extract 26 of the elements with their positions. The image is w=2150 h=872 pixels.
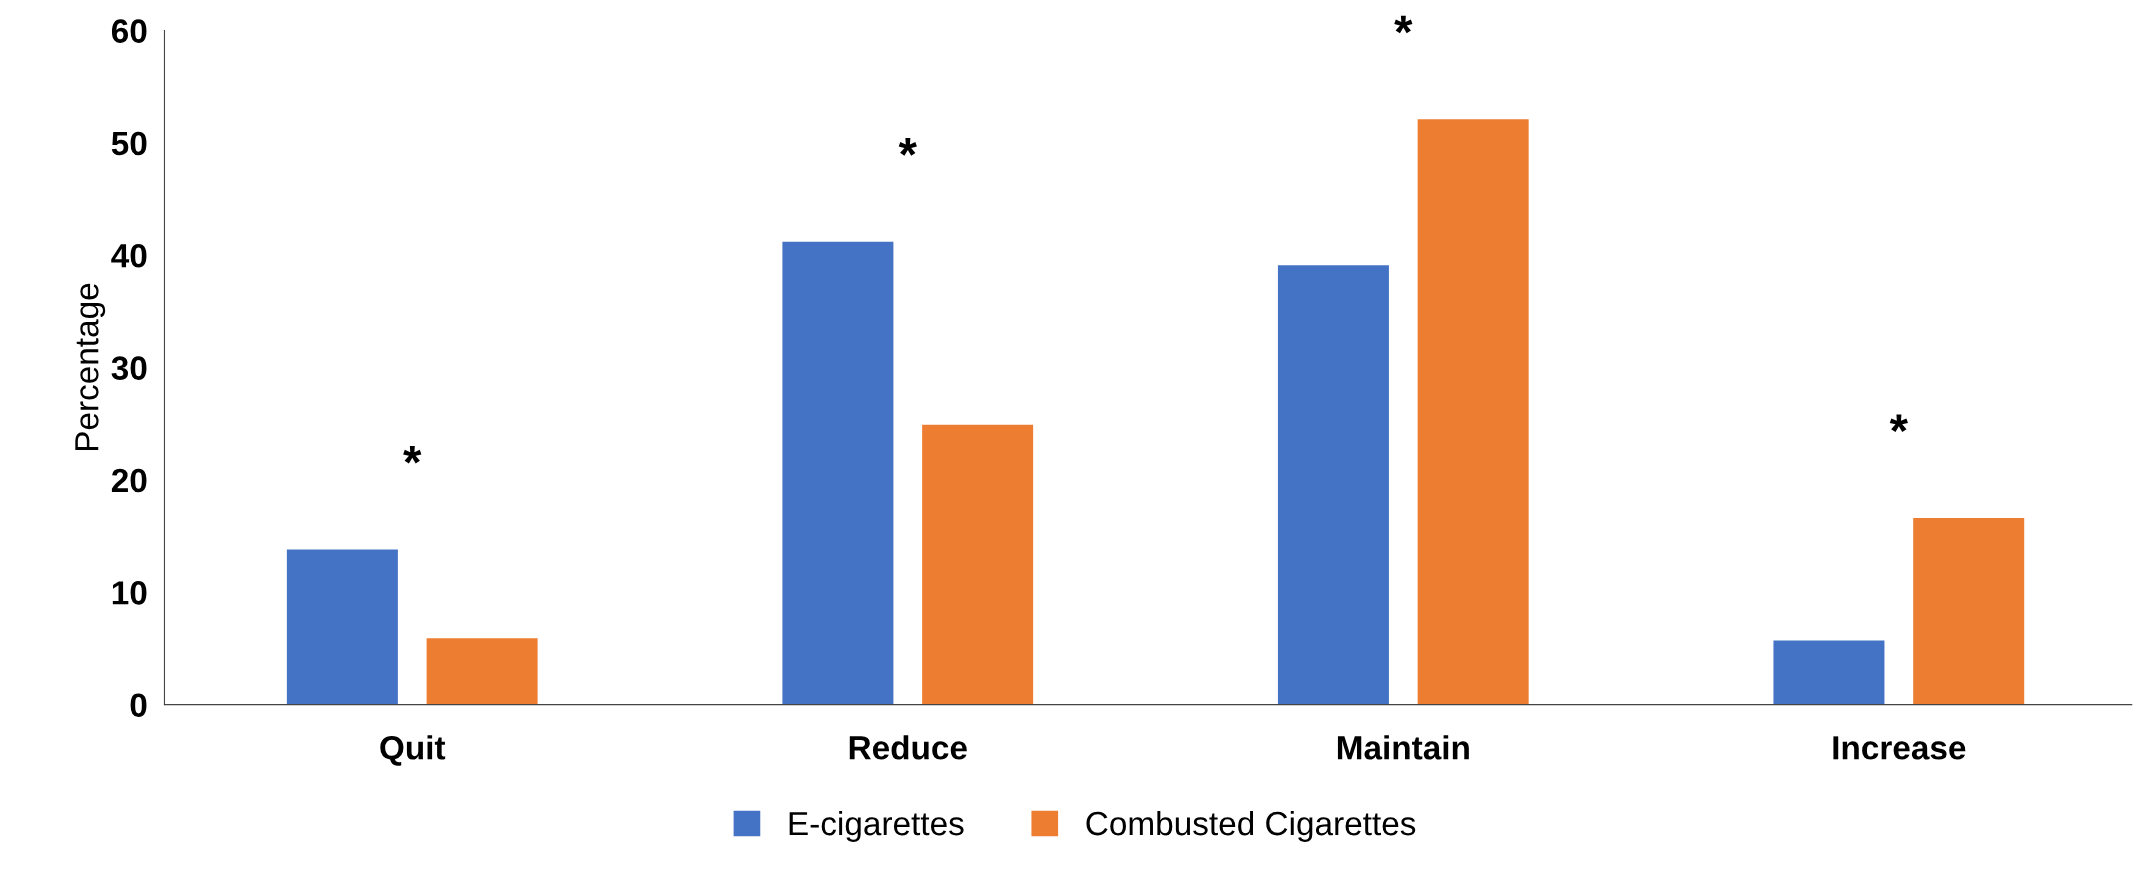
- bar: [1417, 119, 1529, 705]
- y-tick-label: 50: [111, 131, 147, 156]
- x-tick-label: Reduce: [849, 735, 967, 760]
- bar: [922, 424, 1034, 705]
- x-tick-label: Quit: [380, 735, 446, 766]
- bar: [782, 241, 894, 705]
- bar: [1773, 640, 1885, 705]
- y-tick-label: 40: [111, 244, 147, 268]
- y-tick-label: 60: [111, 19, 147, 43]
- y-tick-label: 30: [111, 356, 147, 380]
- bar: [1913, 518, 2025, 705]
- legend-label: E-cigarettes: [789, 810, 964, 842]
- bar: [286, 549, 398, 705]
- annotation: *: [1394, 15, 1413, 34]
- bar: [426, 638, 538, 705]
- x-tick-label: Maintain: [1337, 735, 1469, 760]
- annotation: *: [1889, 414, 1908, 433]
- legend-label: Combusted Cigarettes: [1086, 810, 1416, 842]
- y-tick-label: 20: [111, 468, 147, 493]
- bar: [1277, 265, 1389, 705]
- y-axis-title: Percentage: [75, 283, 106, 451]
- annotation: *: [403, 445, 422, 464]
- annotation: *: [898, 138, 917, 156]
- y-tick-label: 0: [130, 693, 147, 717]
- y-tick-label: 10: [112, 581, 147, 605]
- x-tick-label: Increase: [1833, 736, 1966, 760]
